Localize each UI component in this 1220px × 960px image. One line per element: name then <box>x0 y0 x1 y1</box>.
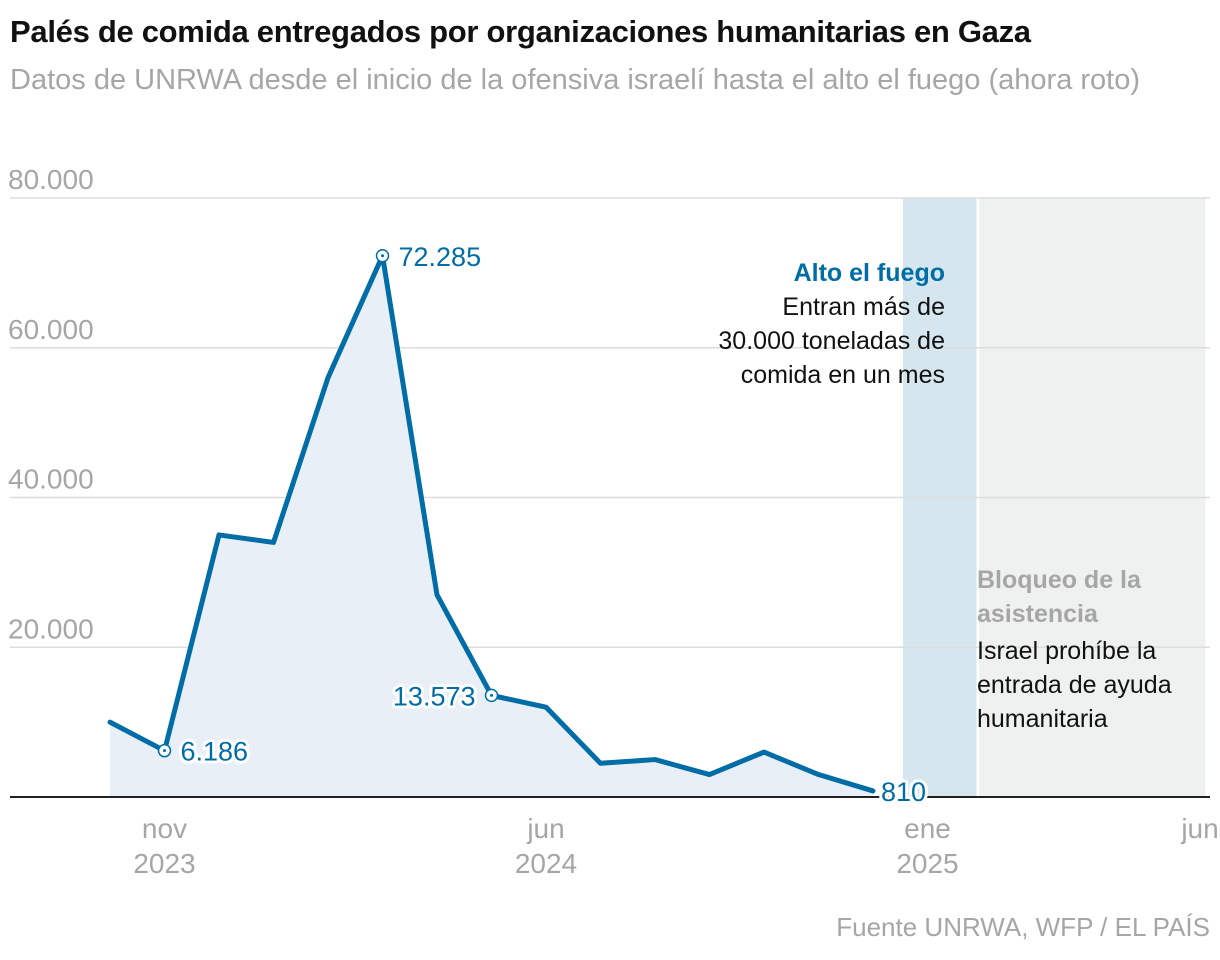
blockade-annotation-line: Israel prohíbe la <box>977 637 1156 665</box>
data-labels: 6.186 72.285 13.573 810 <box>178 239 930 810</box>
blockade-annotation-line: humanitaria <box>977 705 1108 733</box>
source-credit: Fuente UNRWA, WFP / EL PAÍS <box>836 912 1210 942</box>
ceasefire-annotation-title: Alto el fuego <box>794 259 945 287</box>
blockade-annotation-title: Bloqueo de la <box>977 566 1142 594</box>
chart-title: Palés de comida entregados por organizac… <box>10 14 1031 49</box>
data-label: 72.285 <box>399 242 482 272</box>
y-tick-label: 40.000 <box>8 464 94 495</box>
x-tick-label: jun <box>1180 813 1218 844</box>
x-tick-label: jun <box>526 813 564 844</box>
x-tick-label-year: 2024 <box>515 848 577 879</box>
data-label: 13.573 <box>393 681 476 711</box>
ceasefire-annotation-line: comida en un mes <box>741 361 945 389</box>
data-point-marker-dot <box>381 254 384 258</box>
data-point-marker-dot <box>163 749 166 753</box>
x-tick-label-year: 2025 <box>896 848 958 879</box>
y-tick-label: 20.000 <box>8 613 94 644</box>
data-markers <box>157 249 499 758</box>
ceasefire-annotation-line: 30.000 toneladas de <box>718 327 945 355</box>
blockade-annotation-title: asistencia <box>977 600 1099 628</box>
x-axis-labels: nov 2023 jun 2024 ene 2025 jun <box>133 813 1218 879</box>
x-tick-label: ene <box>904 813 951 844</box>
annotations: Alto el fuego Entran más de 30.000 tonelad… <box>718 259 1171 733</box>
data-point-marker-dot <box>490 693 493 697</box>
chart-subtitle: Datos de UNRWA desde el inicio de la ofe… <box>10 64 1141 96</box>
series-area <box>110 255 873 798</box>
data-area-layer <box>110 255 873 798</box>
ceasefire-annotation-line: Entran más de <box>782 293 945 321</box>
chart-area: 20.000 40.000 60.000 80.000 6.186 72.285 13.5… <box>8 164 1219 879</box>
data-label: 6.186 <box>181 737 249 767</box>
x-tick-label: nov <box>142 813 187 844</box>
y-tick-label: 60.000 <box>8 314 94 345</box>
x-tick-label-year: 2023 <box>133 848 195 879</box>
data-label: 810 <box>881 777 926 807</box>
y-axis-labels: 20.000 40.000 60.000 80.000 <box>8 164 94 644</box>
y-tick-label: 80.000 <box>8 164 94 195</box>
blockade-annotation-line: entrada de ayuda <box>977 671 1172 699</box>
